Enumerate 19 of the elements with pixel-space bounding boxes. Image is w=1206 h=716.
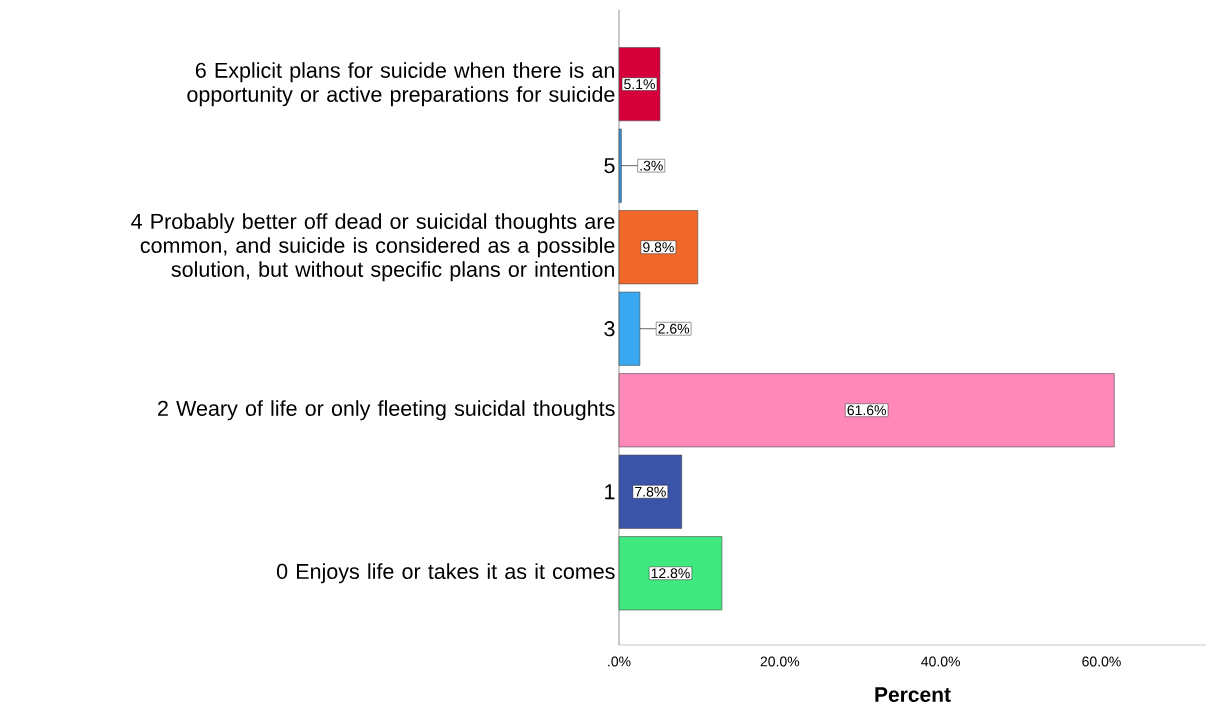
- y-tick-label: 3: [604, 321, 615, 337]
- data-label: 12.8%: [651, 568, 690, 579]
- y-tick-label: 4 Probably better off dead or suicidal thoughts are common, and suicide is considered as a possible solution, but without specific plans or intention: [131, 213, 615, 282]
- x-axis-title: Percent: [875, 687, 951, 702]
- y-tick-label: 0 Enjoys life or takes it as it comes: [276, 563, 615, 584]
- data-label: 9.8%: [643, 242, 674, 253]
- y-tick-label: 5: [604, 158, 615, 174]
- data-label: .3%: [640, 160, 663, 171]
- data-label: 5.1%: [624, 79, 655, 90]
- data-label: 7.8%: [635, 486, 666, 497]
- y-tick-label: 1: [605, 484, 615, 500]
- data-label: 61.6%: [847, 405, 887, 416]
- x-tick-label: 60.0%: [1082, 656, 1121, 667]
- x-tick-label: 40.0%: [921, 656, 960, 667]
- y-tick-label: 2 Weary of life or only fleeting suicidal thoughts: [158, 400, 615, 421]
- x-tick-label: .0%: [608, 656, 631, 667]
- x-tick-label: 20.0%: [760, 656, 800, 667]
- data-label: 2.6%: [658, 323, 690, 334]
- y-tick-label: 6 Explicit plans for suicide when there is an opportunity or active preparations for suicide: [187, 62, 615, 107]
